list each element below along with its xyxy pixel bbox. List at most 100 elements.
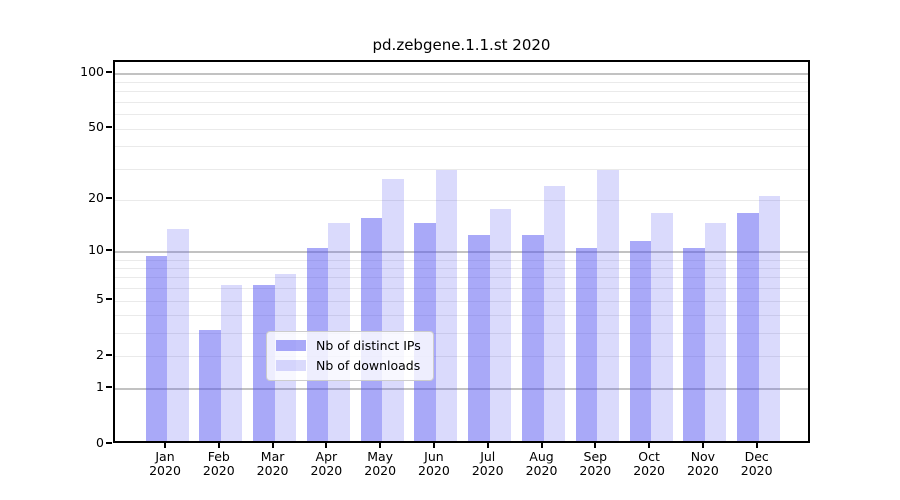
bar-distinct-ips-sep: [575, 248, 598, 441]
x-tick-label: Apr 2020: [294, 450, 358, 478]
x-tick-month: Mar: [260, 449, 285, 464]
x-tick-month: Nov: [690, 449, 716, 464]
y-tick-label: 10: [88, 242, 104, 258]
x-tick: [271, 443, 274, 448]
x-tick: [540, 443, 543, 448]
x-tick-year: 2020: [202, 463, 235, 478]
gridline-minor: [115, 146, 808, 148]
legend-swatch-distinct-ips-icon: [276, 340, 306, 351]
bar-distinct-ips-mar: [253, 284, 275, 441]
gridline-minor: [115, 288, 808, 290]
y-tick: [106, 353, 112, 356]
bar-downloads-sep: [597, 170, 619, 441]
x-tick-year: 2020: [149, 463, 181, 478]
legend-swatch-downloads-icon: [276, 360, 306, 371]
legend-item-downloads: Nb of downloads: [276, 358, 424, 373]
x-tick: [164, 443, 166, 448]
x-tick-month: Dec: [744, 449, 769, 464]
bar-distinct-ips-nov: [683, 248, 705, 441]
legend-label-downloads: Nb of downloads: [316, 358, 421, 373]
gridline-minor: [115, 114, 808, 116]
y-tick: [106, 249, 112, 252]
x-tick-label: Jul 2020: [456, 450, 520, 478]
gridline-minor: [115, 315, 808, 317]
x-tick-year: 2020: [633, 463, 666, 478]
x-tick-month: Jan: [155, 449, 175, 464]
gridline-minor: [115, 91, 808, 93]
x-tick-year: 2020: [364, 463, 397, 478]
bar-downloads-aug: [543, 185, 566, 441]
x-tick-year: 2020: [471, 463, 504, 478]
y-tick-label: 50: [88, 119, 104, 135]
x-tick-month: Aug: [529, 449, 554, 464]
y-tick-label: 2: [96, 346, 104, 362]
x-tick-month: Oct: [638, 449, 660, 464]
x-tick-year: 2020: [418, 463, 450, 478]
x-tick: [701, 443, 704, 448]
x-tick-month: Jul: [480, 449, 496, 464]
legend: Nb of distinct IPs Nb of downloads: [266, 331, 434, 381]
x-tick-year: 2020: [686, 463, 719, 478]
x-tick-label: Mar 2020: [241, 450, 305, 478]
x-tick-month: May: [367, 449, 394, 464]
gridline-minor: [115, 267, 808, 269]
bar-distinct-ips-oct: [629, 241, 652, 441]
x-tick-month: Apr: [315, 449, 338, 464]
y-tick-label: 20: [88, 190, 104, 206]
gridline-major: [115, 388, 808, 391]
bar-downloads-jan: [167, 228, 189, 441]
gridline-minor: [115, 102, 808, 104]
x-tick-label: Dec 2020: [725, 450, 789, 478]
gridline-minor: [115, 128, 808, 130]
x-tick: [432, 443, 435, 448]
x-tick: [217, 443, 220, 448]
x-tick-year: 2020: [740, 463, 773, 478]
bar-distinct-ips-may: [360, 218, 383, 441]
y-tick: [106, 126, 112, 129]
x-tick: [594, 443, 597, 448]
gridline-minor: [115, 333, 808, 335]
x-tick-label: Aug 2020: [510, 450, 574, 478]
x-tick-label: Jan 2020: [133, 450, 197, 478]
x-tick: [379, 443, 382, 448]
x-tick-label: Sep 2020: [563, 450, 627, 478]
x-tick-label: Feb 2020: [187, 450, 251, 478]
legend-item-distinct-ips: Nb of distinct IPs: [276, 338, 424, 353]
y-tick-label: 100: [80, 64, 104, 80]
gridline-minor: [115, 199, 808, 201]
bar-downloads-feb: [220, 284, 243, 441]
y-tick: [106, 298, 112, 301]
y-tick-label: 1: [96, 379, 104, 395]
x-tick-label: Jun 2020: [402, 450, 466, 478]
gridline-major: [115, 251, 808, 254]
x-tick-label: Nov 2020: [671, 450, 735, 478]
y-tick-label: 5: [96, 291, 104, 307]
bar-distinct-ips-aug: [522, 234, 544, 441]
bar-downloads-jun: [435, 170, 458, 441]
bar-downloads-dec: [758, 196, 781, 441]
y-tick-label: 0: [96, 435, 104, 450]
x-tick-label: May 2020: [348, 450, 412, 478]
x-tick-month: Feb: [207, 449, 230, 464]
bar-distinct-ips-feb: [199, 329, 221, 441]
x-tick-year: 2020: [256, 463, 289, 478]
gridline-minor: [115, 82, 808, 84]
bar-downloads-jul: [489, 208, 512, 441]
x-tick-month: Jun: [424, 449, 444, 464]
gridline-minor: [115, 356, 808, 358]
bar-distinct-ips-jul: [468, 234, 490, 441]
y-tick: [106, 386, 112, 389]
bar-distinct-ips-dec: [737, 213, 759, 441]
gridline-minor: [115, 168, 808, 170]
bar-downloads-oct: [651, 213, 673, 441]
gridline-minor: [115, 300, 808, 302]
gridline-minor: [115, 259, 808, 261]
chart-title: pd.zebgene.1.1.st 2020: [372, 36, 551, 54]
x-tick: [486, 443, 489, 448]
plot-area: [113, 60, 810, 443]
x-tick: [755, 443, 758, 448]
x-tick-label: Oct 2020: [617, 450, 681, 478]
x-tick-year: 2020: [525, 463, 558, 478]
bar-downloads-nov: [704, 223, 727, 441]
gridline-major: [115, 73, 808, 76]
